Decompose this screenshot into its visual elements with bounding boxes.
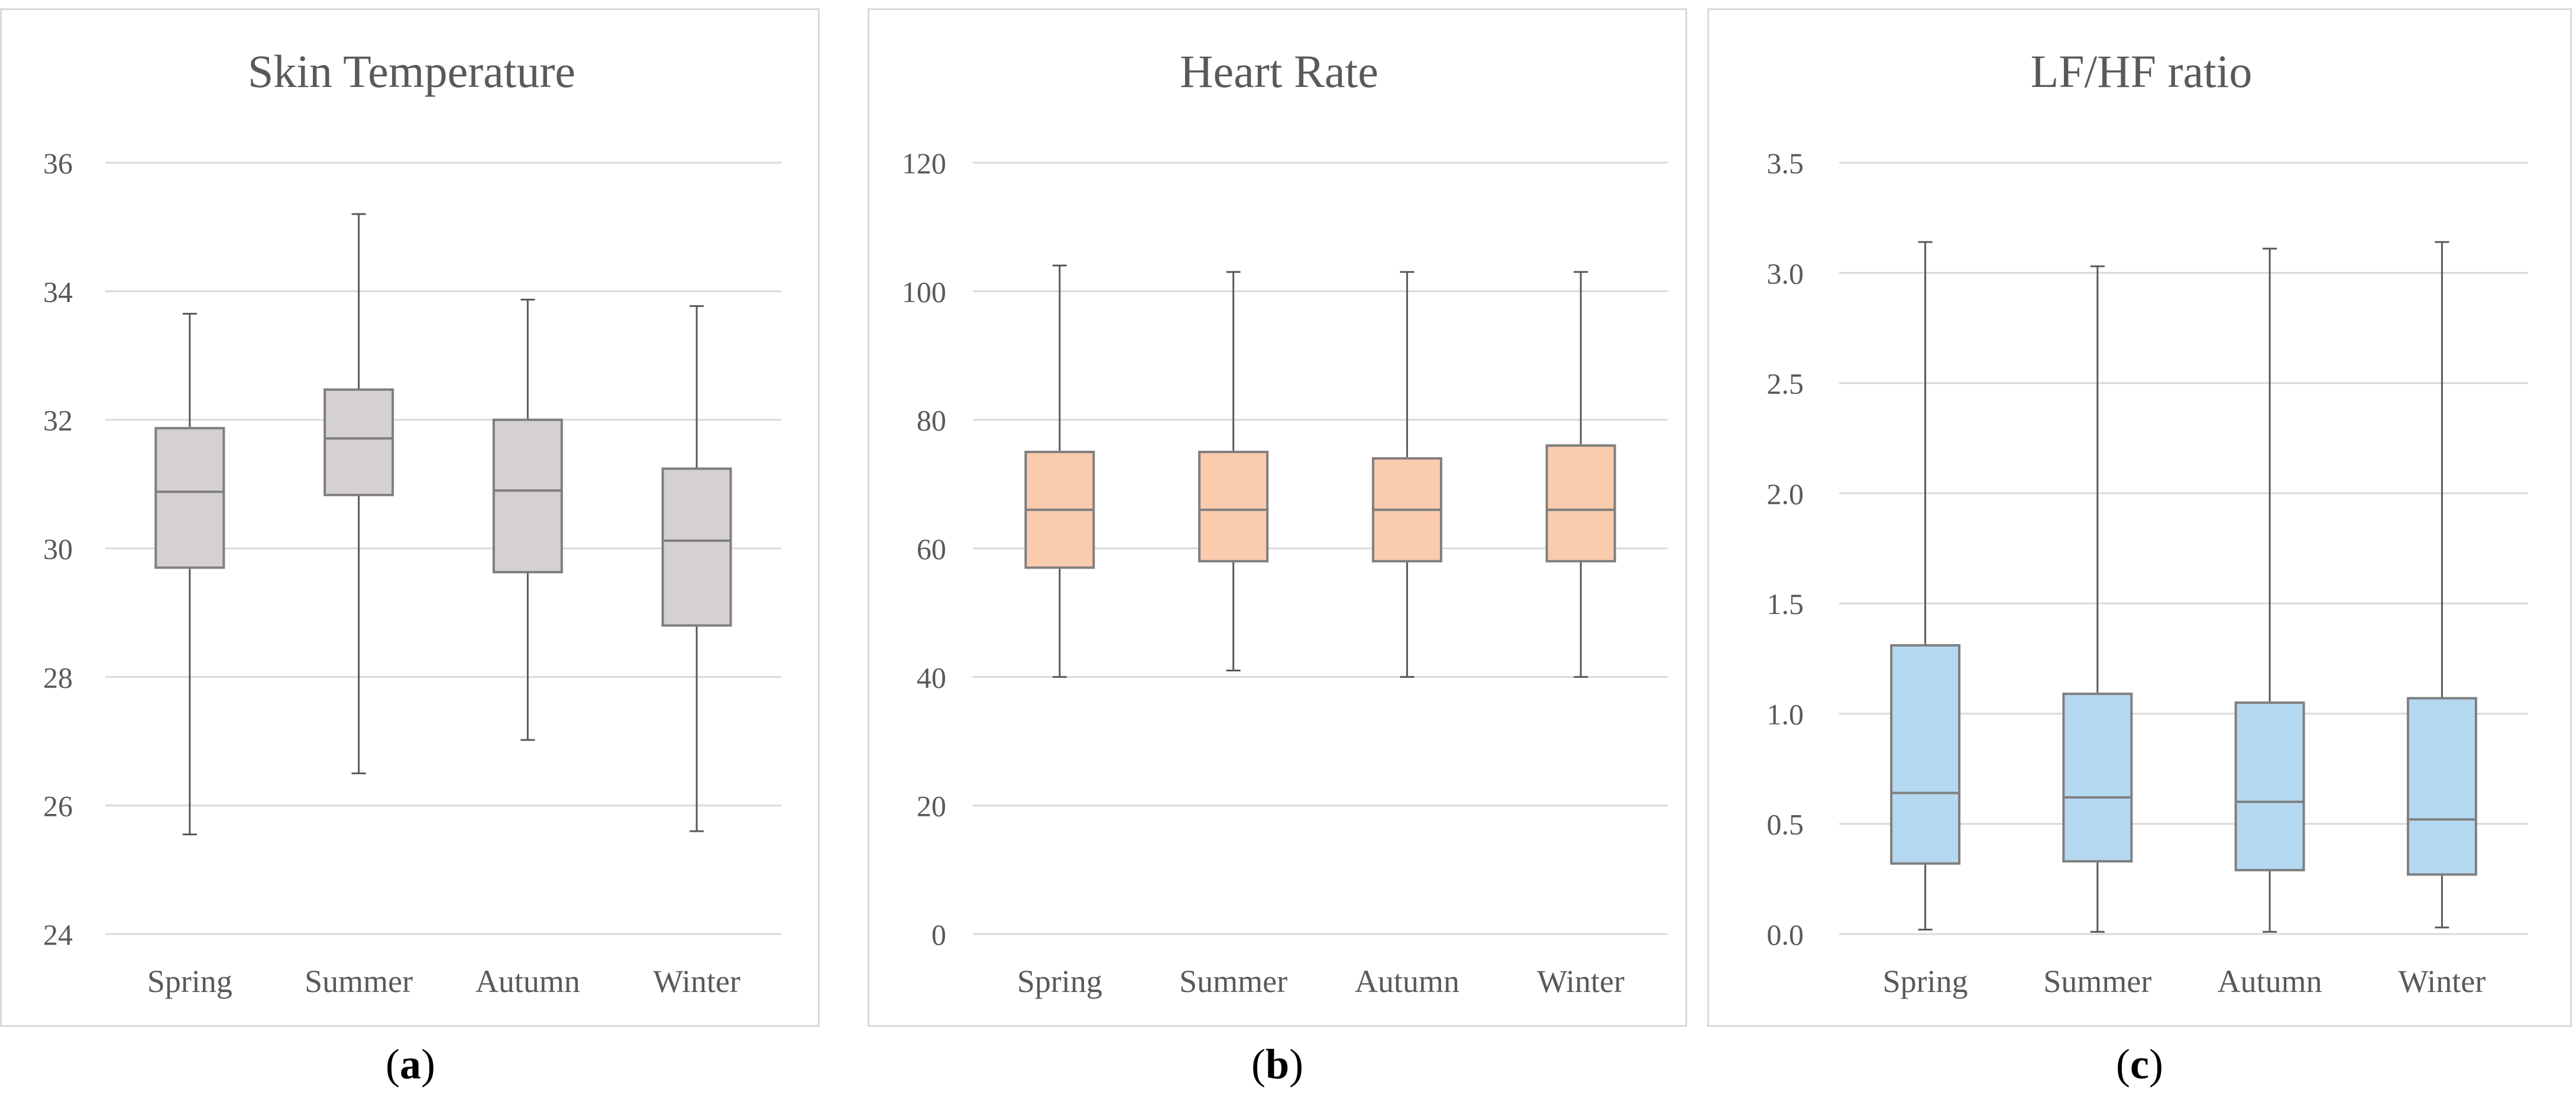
x-tick-label-a-0: Spring (147, 964, 232, 999)
box-a-1 (323, 388, 394, 496)
box-a-2 (492, 418, 563, 574)
box-c-0 (1890, 644, 1961, 865)
y-tick-label-c-3: 1.5 (1767, 587, 1804, 621)
chart-title-a: Skin Temperature (248, 46, 575, 97)
x-tick-label-c-0: Spring (1883, 964, 1968, 999)
caption-a-letter: a (400, 1041, 421, 1088)
box-c-2 (2234, 701, 2305, 871)
x-tick-label-b-1: Summer (1179, 964, 1287, 999)
x-tick-label-c-2: Autumn (2218, 964, 2322, 999)
chart-svg-b: Heart Rate 0 20 40 60 80 100 120 Spring Summer Aut… (902, 46, 1668, 999)
chart-svg-a: Skin Temperature 24 26 28 30 32 34 36 Spring Summ… (43, 46, 781, 999)
chart-panel-b: Heart Rate 0 20 40 60 80 100 120 Spring Summer Aut… (868, 8, 1687, 1027)
x-tick-label-c-1: Summer (2043, 964, 2151, 999)
x-tick-label-a-3: Winter (653, 964, 740, 999)
y-tick-label-c-0: 0.0 (1767, 918, 1804, 951)
y-tick-label-a-0: 24 (43, 918, 73, 951)
y-tick-label-c-4: 2.0 (1767, 477, 1804, 511)
box-a-3 (661, 467, 732, 627)
chart-title-c: LF/HF ratio (2031, 46, 2253, 97)
y-tick-label-c-5: 2.5 (1767, 367, 1804, 400)
chart-svg-c: LF/HF ratio 0.0 0.5 1.0 1.5 2.0 2.5 3.0 3.5 Sprin… (1767, 46, 2528, 999)
chart-panel-a: Skin Temperature 24 26 28 30 32 34 36 Spring Summ… (0, 8, 820, 1027)
y-tick-label-b-4: 80 (917, 404, 946, 437)
x-tick-label-c-3: Winter (2398, 964, 2486, 999)
y-tick-label-c-6: 3.0 (1767, 257, 1804, 290)
y-tick-label-a-5: 34 (43, 275, 73, 308)
y-tick-label-a-6: 36 (43, 147, 73, 180)
y-tick-label-c-1: 0.5 (1767, 808, 1804, 841)
caption-c: (c) (2116, 1041, 2163, 1088)
box-c-1 (2062, 692, 2133, 863)
chart-title-b: Heart Rate (1180, 46, 1378, 97)
box-c-3 (2406, 697, 2477, 876)
x-tick-label-b-3: Winter (1537, 964, 1624, 999)
y-tick-label-a-4: 32 (43, 404, 73, 437)
caption-a: (a) (386, 1041, 435, 1088)
chart-panel-c: LF/HF ratio 0.0 0.5 1.0 1.5 2.0 2.5 3.0 3.5 Sprin… (1707, 8, 2572, 1027)
y-tick-label-b-3: 60 (917, 532, 946, 566)
y-tick-label-a-3: 30 (43, 532, 73, 566)
caption-b-letter: b (1265, 1041, 1290, 1088)
caption-c-letter: c (2130, 1041, 2149, 1088)
x-tick-label-a-2: Autumn (475, 964, 580, 999)
y-tick-label-b-5: 100 (902, 275, 946, 308)
y-tick-label-a-2: 28 (43, 661, 73, 694)
x-tick-label-b-2: Autumn (1355, 964, 1459, 999)
y-tick-label-b-2: 40 (917, 661, 946, 694)
y-tick-label-c-2: 1.0 (1767, 697, 1804, 731)
y-tick-label-b-6: 120 (902, 147, 946, 180)
y-tick-label-b-1: 20 (917, 790, 946, 823)
x-tick-label-a-1: Summer (305, 964, 413, 999)
y-tick-label-c-7: 3.5 (1767, 147, 1804, 180)
y-tick-label-a-1: 26 (43, 790, 73, 823)
box-b-3 (1545, 444, 1616, 563)
caption-b: (b) (1251, 1041, 1303, 1088)
x-tick-label-b-0: Spring (1017, 964, 1102, 999)
box-b-1 (1198, 451, 1269, 563)
box-a-0 (154, 427, 225, 569)
y-tick-label-b-0: 0 (931, 918, 946, 951)
